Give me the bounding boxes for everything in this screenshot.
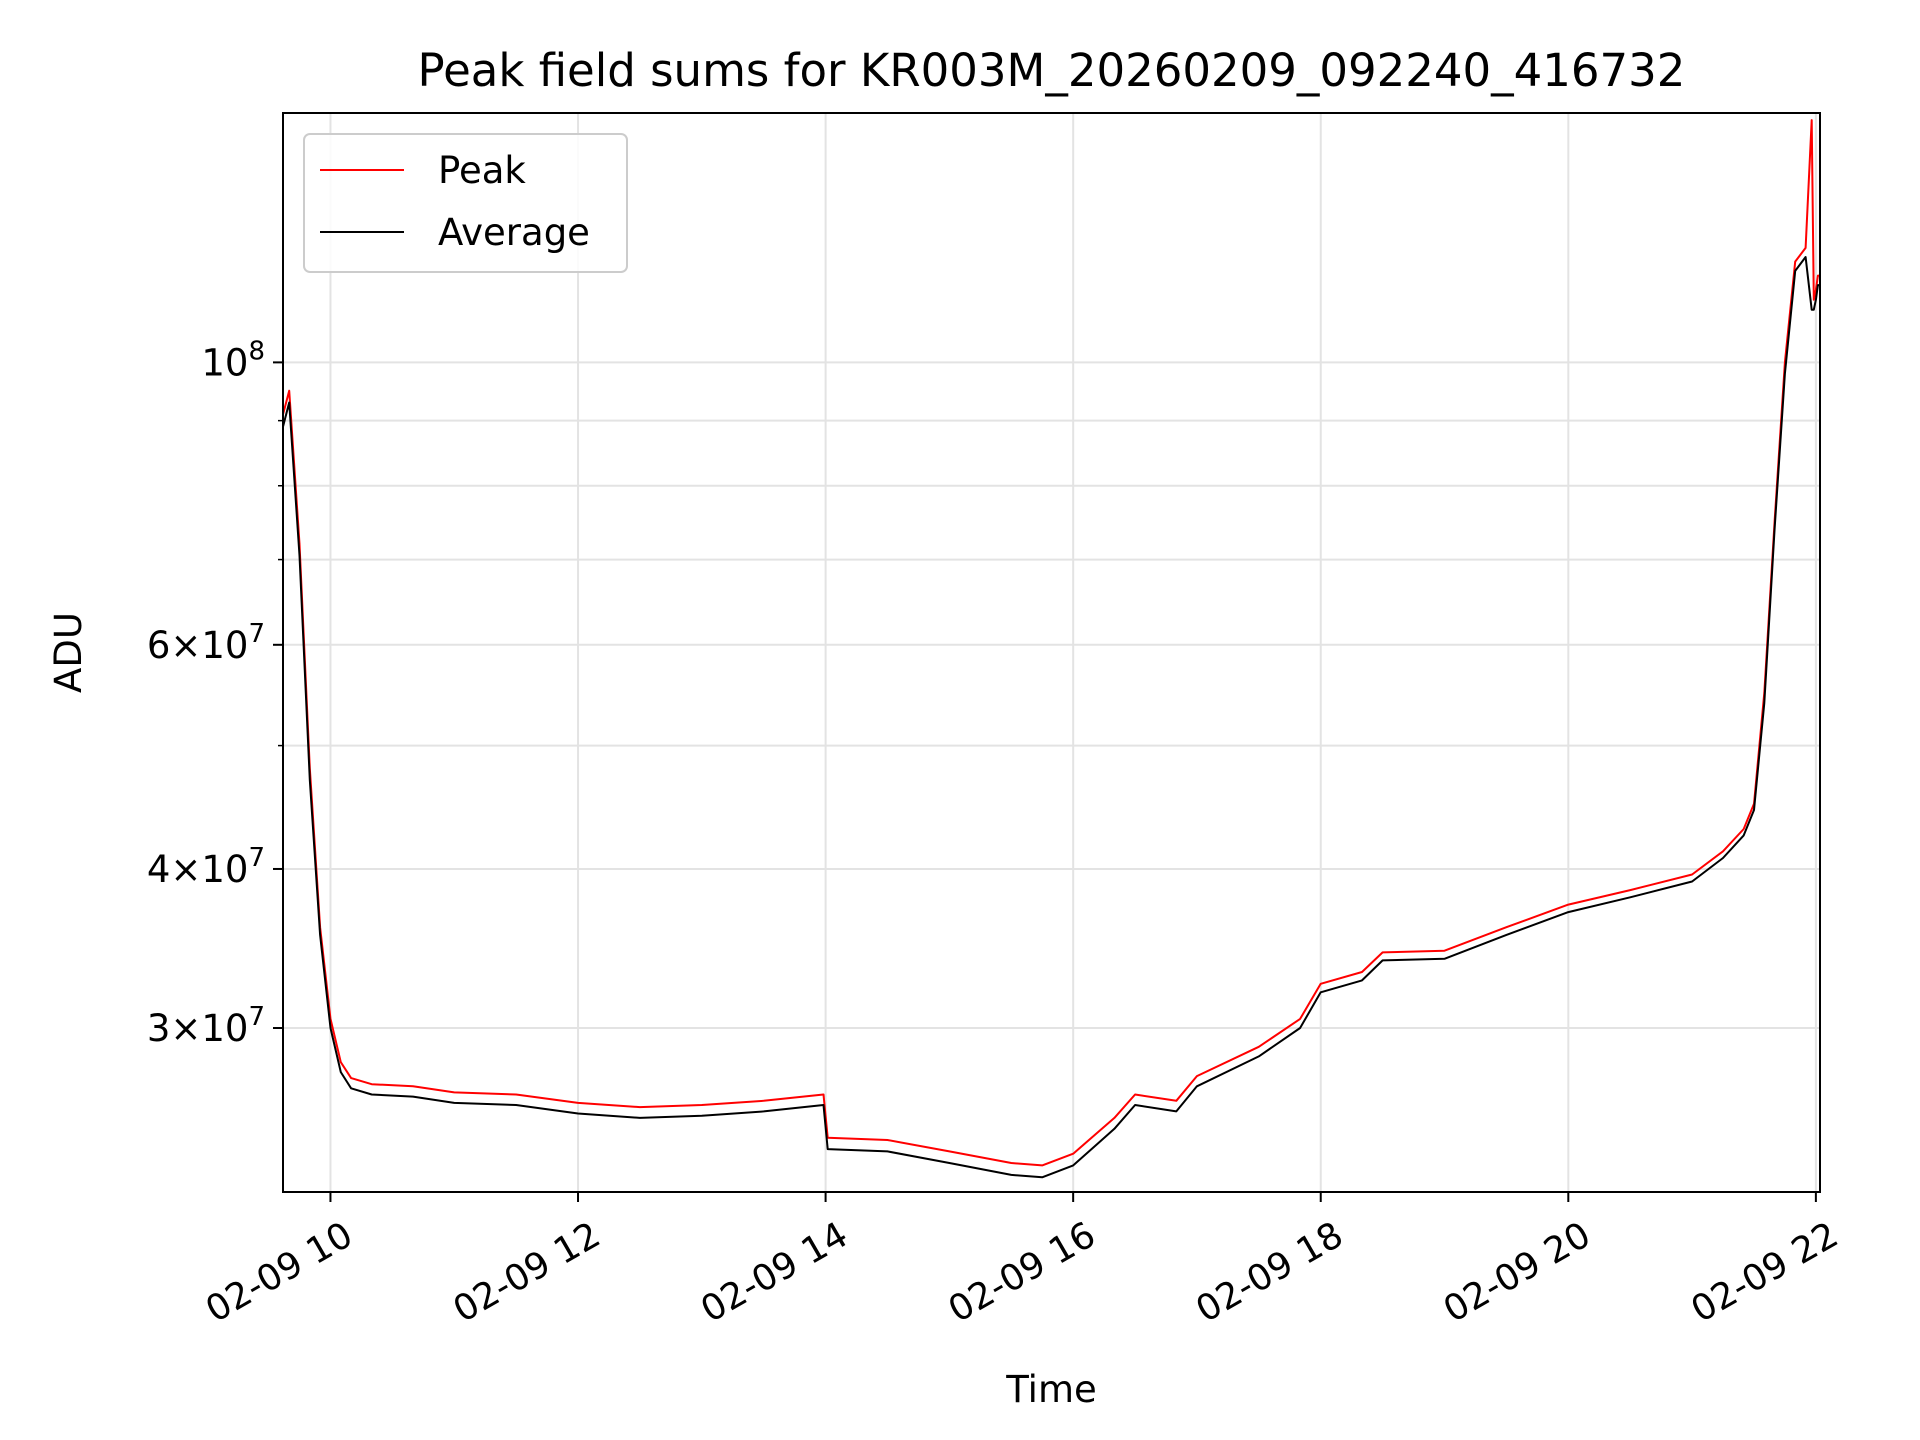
legend: Peak Average [303, 133, 628, 273]
series-line-average [282, 256, 1820, 1179]
y-axis: 3×107 4×107 6×107 108 [147, 336, 283, 1050]
legend-box [303, 133, 628, 273]
y-tick-base: 6 [147, 624, 171, 667]
y-tick-base: 3 [147, 1007, 171, 1050]
x-axis-label: Time [1005, 1368, 1097, 1411]
plot-frame [282, 112, 1821, 1193]
y-axis-label: ADU [47, 612, 90, 693]
grid [283, 113, 1820, 1192]
y-tick-label: 3×107 [147, 1002, 265, 1050]
y-tick-exponent: 8 [248, 336, 265, 366]
y-tick-label: 4×107 [147, 843, 265, 891]
legend-label-average: Average [438, 211, 590, 254]
y-tick-label: 108 [201, 336, 265, 384]
y-tick-exponent: 7 [248, 1002, 265, 1032]
series-layer [282, 119, 1820, 1179]
y-tick-exponent: 7 [248, 843, 265, 873]
legend-label-peak: Peak [438, 149, 526, 192]
y-tick-base: 4 [147, 848, 171, 891]
y-tick-exponent: 7 [248, 619, 265, 649]
chart-title: Peak field sums for KR003M_20260209_0922… [418, 44, 1686, 97]
y-tick-label: 6×107 [147, 619, 265, 667]
